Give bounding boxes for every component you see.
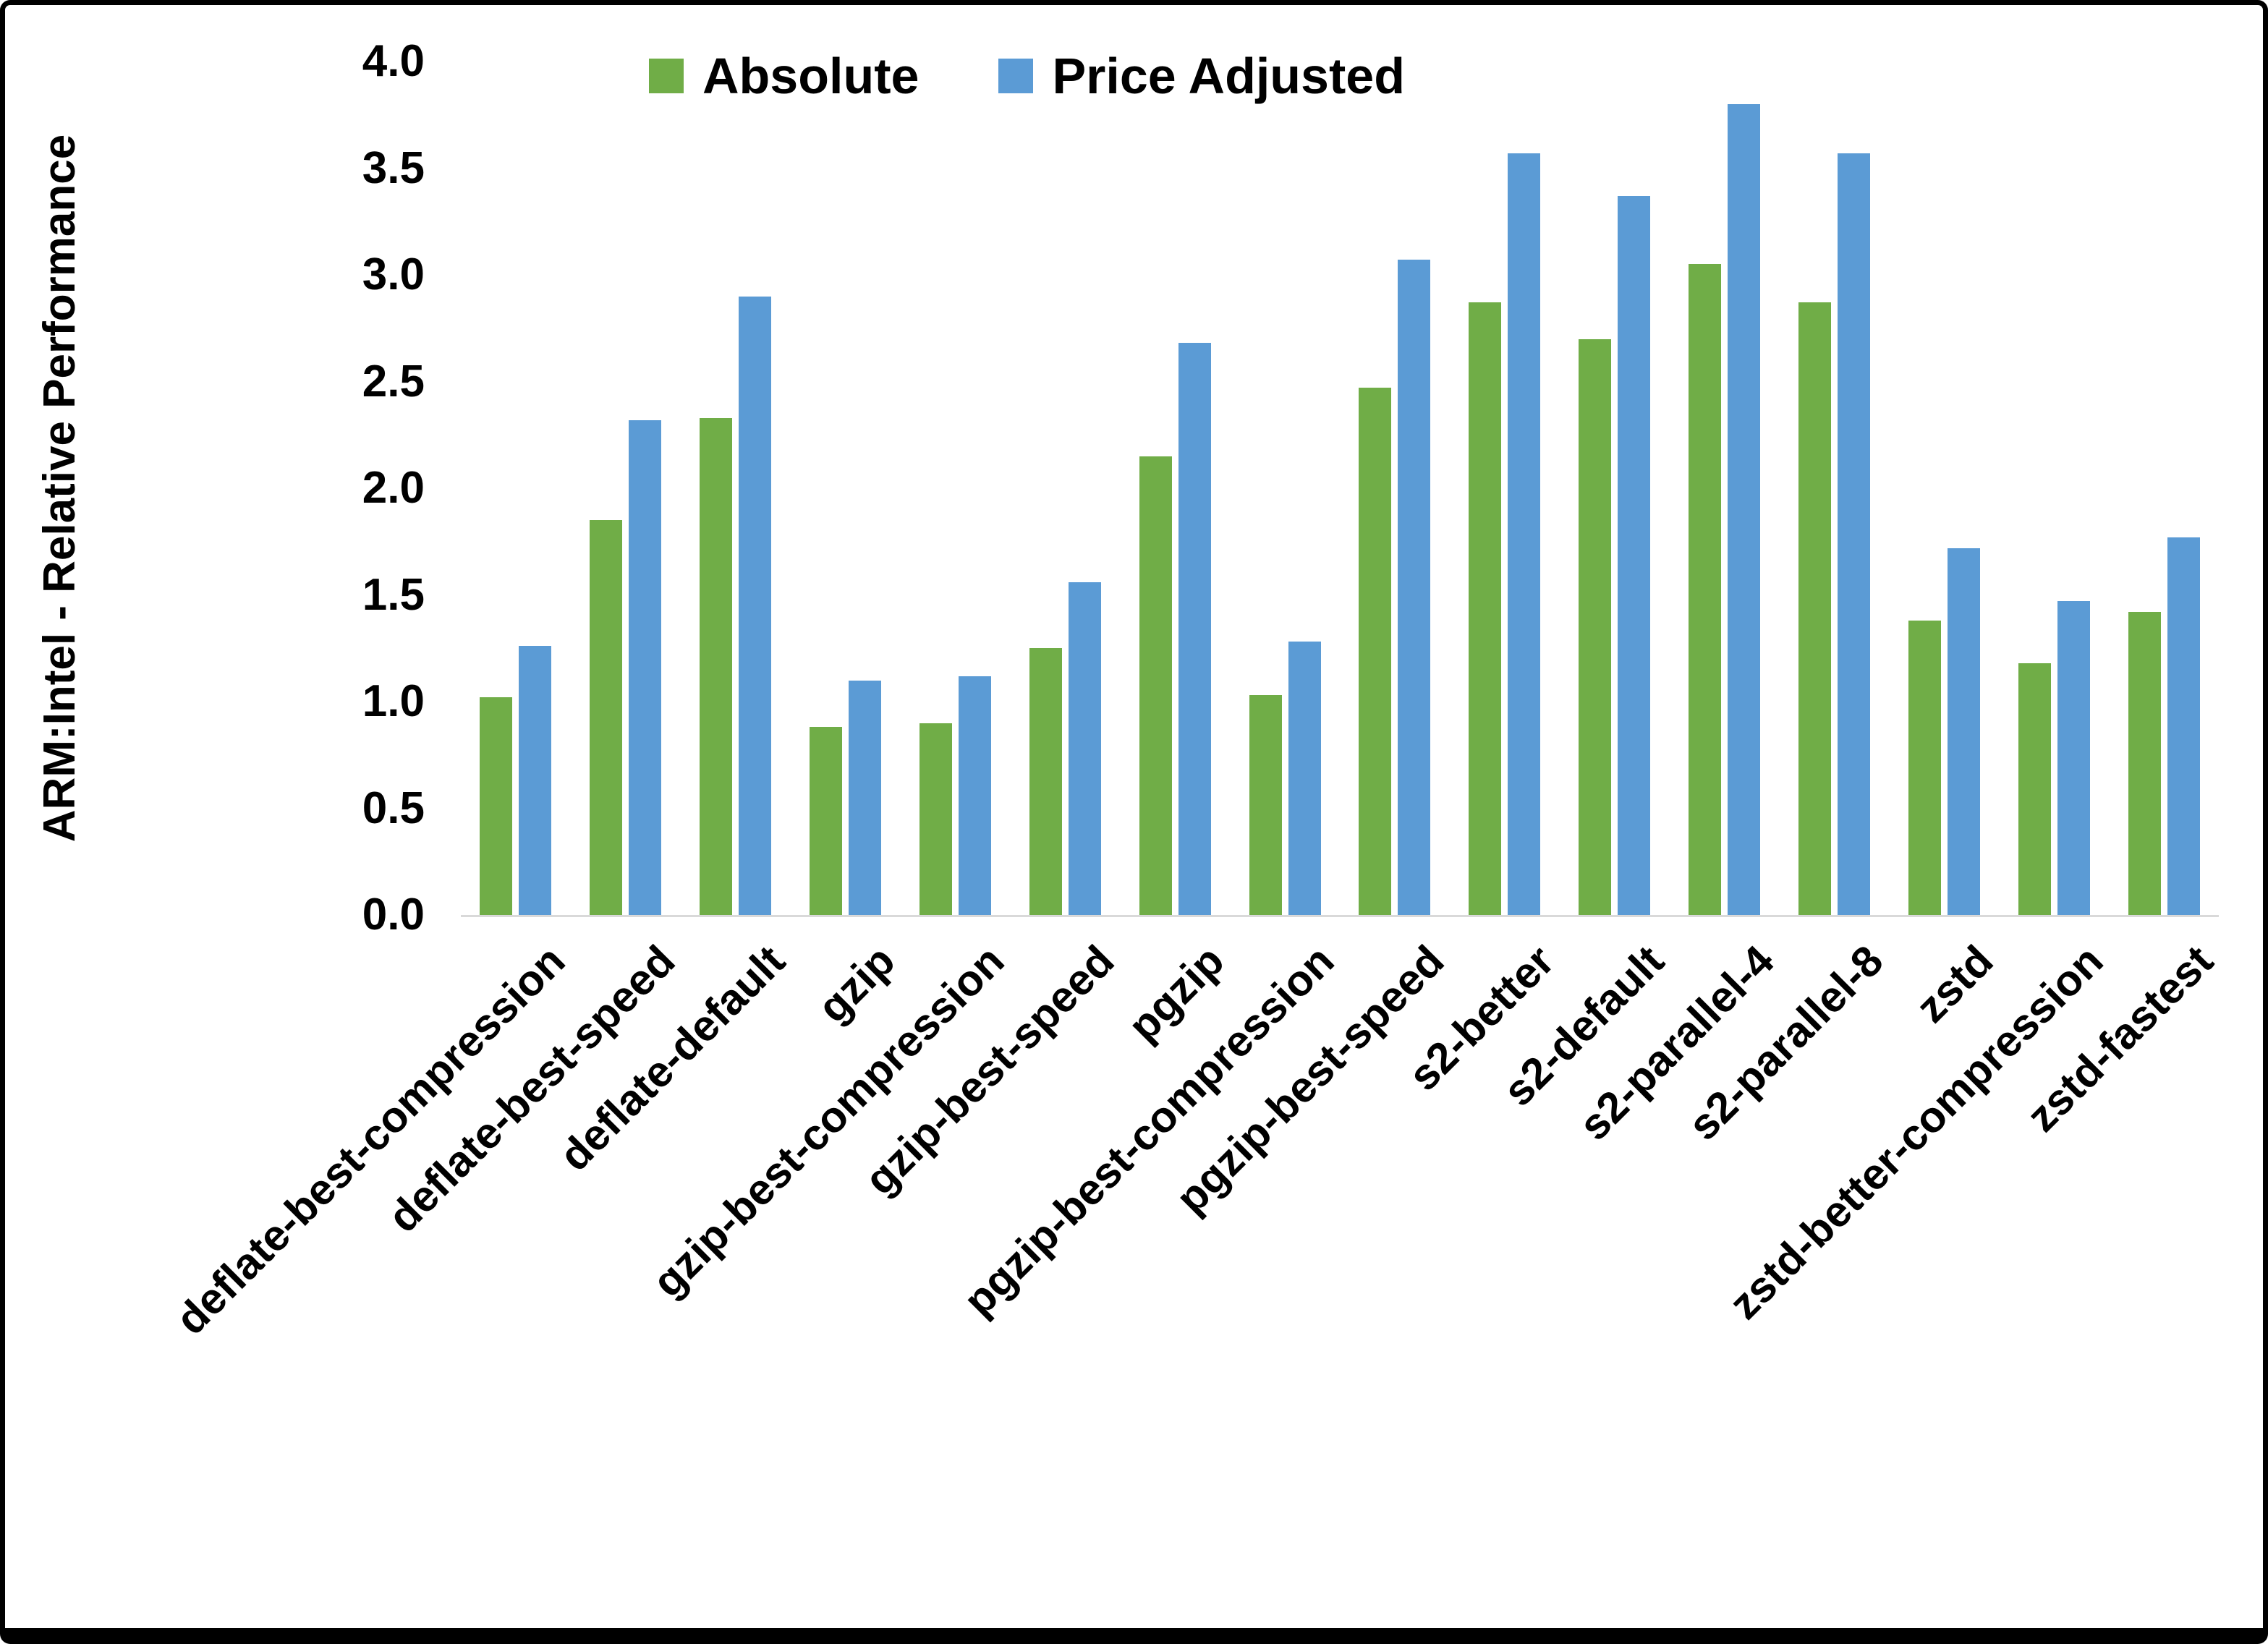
bar-price-adjusted-gzip (849, 680, 882, 915)
bar-price-adjusted-s2-parallel-8 (1837, 153, 1870, 915)
bar-absolute-deflate-best-compression (480, 697, 513, 915)
y-tick-label: 3.0 (362, 250, 425, 299)
y-tick-label: 3.5 (362, 142, 425, 193)
bar-absolute-s2-default (1579, 338, 1612, 915)
y-tick-label: 4.0 (362, 36, 425, 86)
legend: Absolute Price Adjusted (649, 47, 1405, 105)
bar-price-adjusted-s2-default (1618, 195, 1651, 915)
y-tick-label: 1.0 (362, 676, 425, 726)
bar-price-adjusted-pgzip-best-speed (1398, 260, 1431, 915)
bar-absolute-deflate-default (700, 417, 733, 915)
bar-price-adjusted-gzip-best-speed (1068, 582, 1101, 915)
plot-area (461, 61, 2219, 917)
bar-price-adjusted-zstd (1947, 548, 1980, 915)
bar-absolute-pgzip-best-speed (1359, 388, 1392, 915)
bar-price-adjusted-s2-parallel-4 (1728, 104, 1761, 915)
bar-price-adjusted-pgzip (1178, 343, 1211, 915)
legend-item-price-adjusted: Price Adjusted (998, 47, 1405, 105)
legend-swatch-absolute (649, 59, 684, 93)
bar-price-adjusted-s2-better (1508, 153, 1541, 915)
bar-absolute-zstd-fastest (2128, 612, 2161, 915)
bar-absolute-gzip (810, 727, 843, 915)
bar-absolute-deflate-best-speed (590, 520, 623, 915)
bar-price-adjusted-gzip-best-compression (958, 676, 991, 915)
bar-absolute-s2-parallel-4 (1689, 264, 1722, 915)
legend-label-absolute: Absolute (702, 48, 919, 104)
bar-absolute-zstd (1908, 620, 1941, 915)
bar-absolute-pgzip (1139, 456, 1172, 915)
legend-swatch-price-adjusted (998, 59, 1034, 93)
bar-price-adjusted-deflate-default (739, 296, 772, 915)
bar-price-adjusted-zstd-better-compression (2057, 601, 2090, 915)
y-tick-label: 0.0 (362, 890, 425, 940)
bar-absolute-gzip-best-compression (919, 723, 952, 915)
y-tick-label: 2.5 (362, 356, 425, 406)
bar-price-adjusted-pgzip-best-compression (1288, 642, 1321, 915)
bar-price-adjusted-deflate-best-speed (629, 419, 662, 915)
bar-absolute-s2-parallel-8 (1798, 302, 1831, 915)
bar-price-adjusted-zstd-fastest (2167, 537, 2200, 915)
x-axis-label: s2-parallel-8 (1679, 936, 1893, 1150)
x-axis-label: zstd (1906, 936, 2002, 1032)
x-axis-label: gzip (808, 936, 904, 1032)
y-tick-label: 2.0 (362, 463, 425, 513)
bar-absolute-zstd-better-compression (2018, 663, 2051, 915)
y-axis-title: ARM:Intel - Relative Performance (35, 134, 85, 843)
bar-price-adjusted-deflate-best-compression (519, 646, 552, 915)
legend-item-absolute: Absolute (649, 47, 919, 105)
bar-absolute-pgzip-best-compression (1249, 695, 1282, 915)
y-tick-label: 0.5 (362, 783, 425, 833)
legend-label-price-adjusted: Price Adjusted (1052, 48, 1405, 104)
bar-absolute-s2-better (1469, 302, 1502, 915)
bar-absolute-gzip-best-speed (1029, 648, 1062, 915)
y-tick-label: 1.5 (362, 569, 425, 620)
